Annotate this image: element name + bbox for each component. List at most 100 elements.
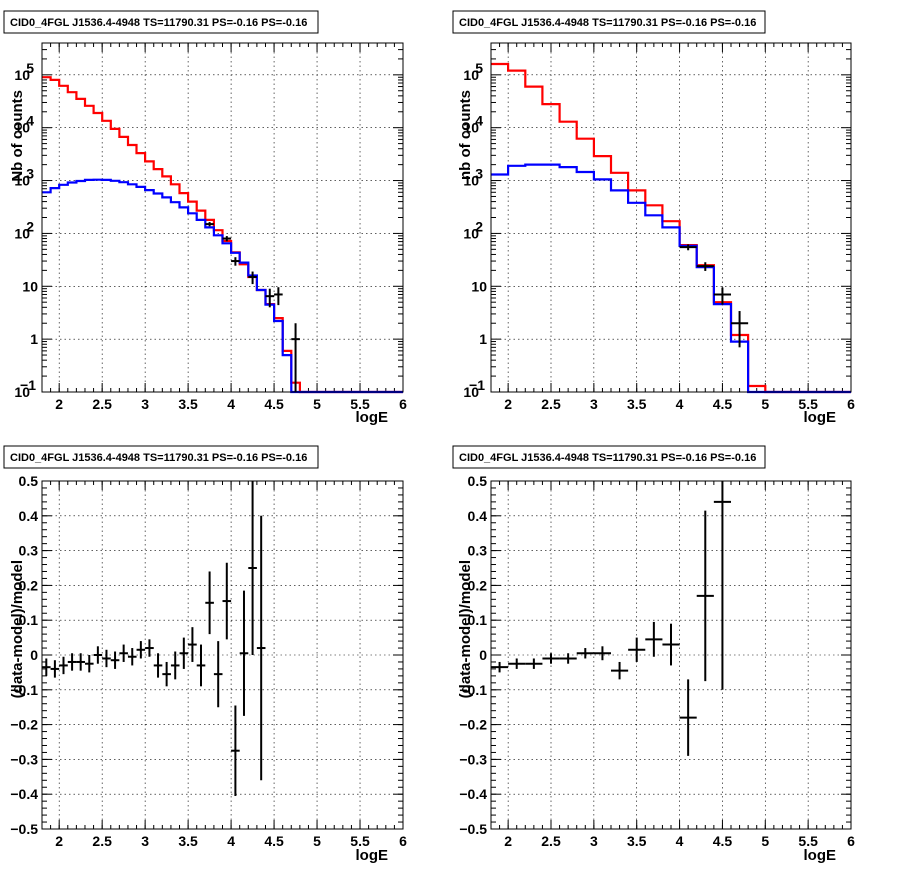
y-tick-label: 10	[14, 173, 30, 189]
x-axis-label: logE	[804, 847, 837, 864]
y-tick-exponent: 4	[26, 113, 34, 129]
y-tick-label: −0.5	[459, 821, 487, 837]
x-tick-label: 4	[676, 396, 684, 412]
x-tick-label: 6	[399, 396, 407, 412]
y-tick-label: 10	[463, 225, 479, 241]
series-line-blue	[42, 178, 403, 394]
y-tick-label: 0.4	[468, 508, 488, 524]
y-tick-label: 0.5	[19, 473, 39, 489]
panel-p1: CID0_4FGL J1536.4-4948 TS=11790.31 PS=-0…	[3, 10, 407, 426]
x-tick-label: 3	[590, 833, 598, 849]
y-tick-label: −0.5	[10, 821, 38, 837]
y-tick-label: 0.4	[19, 508, 39, 524]
panel-p3: CID0_4FGL J1536.4-4948 TS=11790.31 PS=-0…	[3, 445, 407, 864]
x-tick-label: 4	[227, 833, 235, 849]
x-tick-label: 4.5	[264, 833, 284, 849]
y-tick-label: 10	[463, 173, 479, 189]
plot-frame	[41, 42, 404, 393]
x-tick-label: 3.5	[178, 833, 198, 849]
y-axis-label: (data-model)/model	[9, 560, 26, 698]
y-tick-label: 1	[30, 331, 38, 347]
x-tick-label: 4.5	[713, 396, 733, 412]
x-tick-label: 4	[227, 396, 235, 412]
y-tick-label: 0.3	[19, 543, 39, 559]
chart-title: CID0_4FGL J1536.4-4948 TS=11790.31 PS=-0…	[10, 17, 307, 29]
x-axis-label: logE	[356, 847, 389, 864]
y-tick-label: −0.4	[459, 786, 487, 802]
y-tick-label: −0.2	[10, 717, 38, 733]
x-tick-label: 5	[313, 396, 321, 412]
x-axis-label: logE	[804, 409, 837, 426]
y-tick-label: −0.1	[10, 682, 38, 698]
x-tick-label: 3.5	[627, 396, 647, 412]
y-tick-label: 10	[471, 278, 487, 294]
panel-p2: CID0_4FGL J1536.4-4948 TS=11790.31 PS=-0…	[452, 10, 855, 426]
y-tick-label: 10	[14, 67, 30, 83]
y-tick-label: 0.5	[468, 473, 488, 489]
y-tick-exponent: −1	[20, 377, 36, 393]
x-tick-label: 6	[847, 833, 855, 849]
chart-title: CID0_4FGL J1536.4-4948 TS=11790.31 PS=-0…	[10, 452, 307, 464]
y-tick-label: −0.2	[459, 717, 487, 733]
y-tick-label: 10	[463, 67, 479, 83]
y-tick-exponent: 2	[26, 218, 34, 234]
x-tick-label: 6	[847, 396, 855, 412]
chart-title: CID0_4FGL J1536.4-4948 TS=11790.31 PS=-0…	[459, 17, 756, 29]
plot-frame	[490, 480, 852, 830]
y-tick-exponent: −1	[469, 377, 485, 393]
series-line-blue	[491, 163, 851, 394]
y-tick-exponent: 3	[475, 166, 483, 182]
y-tick-label: 0.2	[19, 577, 39, 593]
x-tick-label: 4.5	[713, 833, 733, 849]
x-axis-label: logE	[356, 409, 389, 426]
y-tick-label: −0.1	[459, 682, 487, 698]
plot-frame	[41, 480, 404, 830]
y-tick-label: −0.3	[10, 751, 38, 767]
x-tick-label: 5.5	[350, 396, 370, 412]
chart-title: CID0_4FGL J1536.4-4948 TS=11790.31 PS=-0…	[459, 452, 756, 464]
x-tick-label: 4.5	[264, 396, 284, 412]
x-tick-label: 6	[399, 833, 407, 849]
y-tick-label: 0.2	[468, 577, 488, 593]
y-tick-label: −0.3	[459, 751, 487, 767]
y-tick-label: 0.1	[19, 612, 39, 628]
title-box	[452, 10, 766, 34]
x-tick-label: 5.5	[350, 833, 370, 849]
y-tick-label: 0.1	[468, 612, 488, 628]
y-tick-label: 10	[14, 384, 30, 400]
panel-p4: CID0_4FGL J1536.4-4948 TS=11790.31 PS=-0…	[452, 445, 855, 864]
y-tick-label: 0.3	[468, 543, 488, 559]
y-tick-exponent: 4	[475, 113, 483, 129]
y-tick-label: 0	[479, 647, 487, 663]
y-axis-label: (data-model)/model	[457, 560, 474, 698]
y-tick-label: 10	[22, 278, 38, 294]
x-tick-label: 2.5	[541, 833, 561, 849]
x-tick-label: 3	[590, 396, 598, 412]
x-tick-label: 5.5	[798, 396, 818, 412]
plot-frame	[490, 42, 852, 393]
y-axis-label: Nb of counts	[9, 90, 26, 182]
x-tick-label: 2	[504, 396, 512, 412]
y-tick-label: −0.4	[10, 786, 38, 802]
x-tick-label: 2.5	[541, 396, 561, 412]
x-tick-label: 2.5	[92, 396, 112, 412]
x-tick-label: 2	[55, 833, 63, 849]
x-tick-label: 2	[504, 833, 512, 849]
title-box	[3, 10, 319, 34]
x-tick-label: 3.5	[178, 396, 198, 412]
y-tick-label: 10	[463, 384, 479, 400]
y-tick-label: 10	[14, 225, 30, 241]
x-tick-label: 2.5	[92, 833, 112, 849]
y-tick-exponent: 3	[26, 166, 34, 182]
x-tick-label: 5.5	[798, 833, 818, 849]
y-tick-exponent: 2	[475, 218, 483, 234]
x-tick-label: 3	[141, 396, 149, 412]
x-tick-label: 2	[55, 396, 63, 412]
y-tick-label: 0	[30, 647, 38, 663]
x-tick-label: 5	[761, 396, 769, 412]
title-box	[452, 445, 766, 469]
y-tick-label: 10	[463, 120, 479, 136]
x-tick-label: 3	[141, 833, 149, 849]
y-tick-label: 10	[14, 120, 30, 136]
